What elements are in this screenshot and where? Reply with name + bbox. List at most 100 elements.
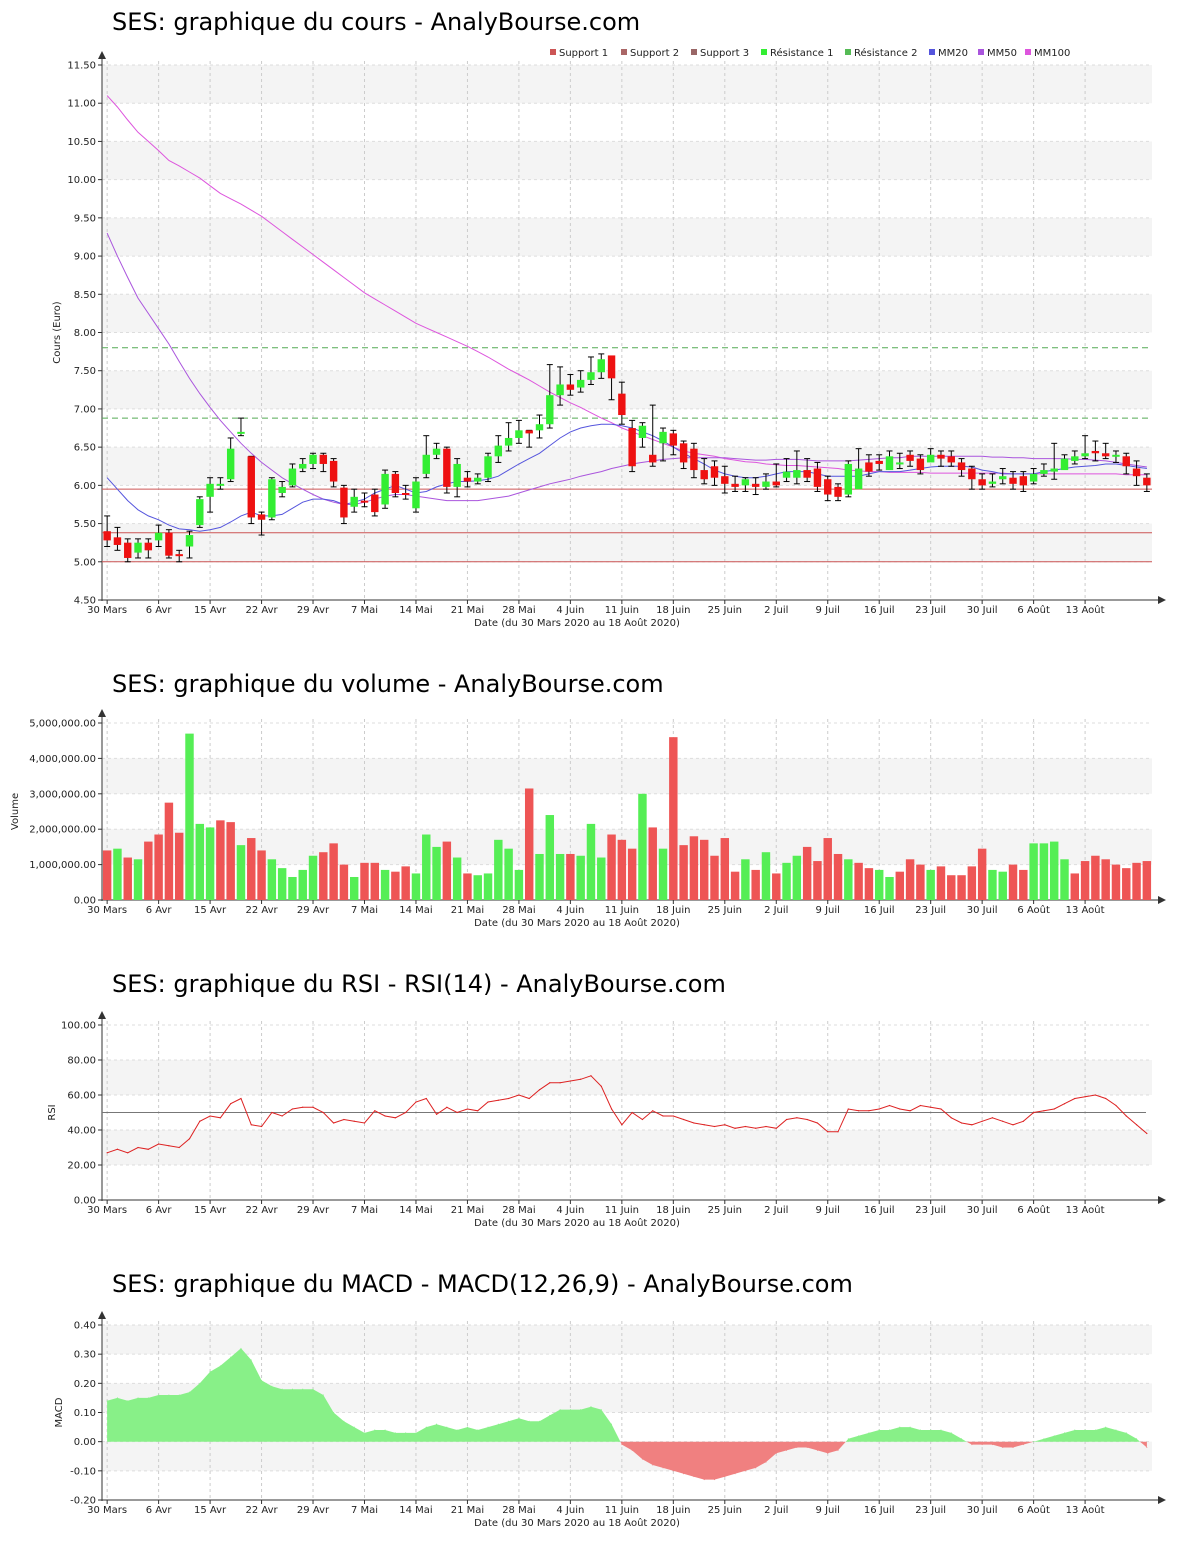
rsi-point xyxy=(652,1110,654,1112)
macd-point xyxy=(559,1409,561,1411)
macd-point xyxy=(1002,1447,1004,1448)
candle xyxy=(607,355,616,401)
x-tick-label: 23 Juil xyxy=(915,1505,946,1516)
volume-bar xyxy=(422,834,431,900)
y-tick-label: 0.20 xyxy=(74,1379,96,1390)
candle-body xyxy=(679,443,688,463)
macd-point xyxy=(487,1426,489,1428)
macd-chart-title: SES: graphique du MACD - MACD(12,26,9) -… xyxy=(112,1270,853,1298)
macd-area-positive xyxy=(1033,1427,1140,1442)
candle-body xyxy=(422,454,430,474)
volume-bar xyxy=(113,848,122,900)
candle-body xyxy=(1060,458,1069,471)
volume-bar xyxy=(864,868,874,900)
macd-point xyxy=(137,1397,139,1399)
volume-bar xyxy=(710,855,719,900)
candle-body xyxy=(844,463,853,495)
x-tick-label: 25 Juin xyxy=(708,1505,742,1516)
volume-bar xyxy=(133,859,143,900)
macd-point xyxy=(991,1444,993,1446)
y-tick-label: 100.00 xyxy=(61,1021,96,1032)
rsi-point xyxy=(755,1127,757,1129)
rsi-point xyxy=(1033,1111,1035,1114)
volume-bar xyxy=(360,862,369,900)
rsi-point xyxy=(909,1110,911,1112)
volume-bar xyxy=(524,788,534,900)
candle xyxy=(494,435,503,463)
candle xyxy=(1122,452,1130,475)
y-tick-label: 40.00 xyxy=(67,1126,96,1137)
candle-body xyxy=(865,462,873,472)
legend-swatch xyxy=(978,49,984,55)
rsi-point xyxy=(816,1122,819,1124)
volume-bar xyxy=(885,876,894,900)
legend-swatch xyxy=(1025,49,1031,55)
candle-body xyxy=(329,460,338,482)
candle xyxy=(247,455,255,525)
rsi-point xyxy=(312,1106,314,1108)
rsi-point xyxy=(405,1111,407,1114)
x-tick-label: 13 Août xyxy=(1066,904,1105,916)
candle-body xyxy=(412,481,420,509)
volume-bar xyxy=(1008,864,1018,900)
volume-bar xyxy=(247,838,256,900)
candle xyxy=(968,465,976,490)
volume-bar xyxy=(1080,861,1090,900)
x-tick-label: 23 Juil xyxy=(915,905,946,916)
candle xyxy=(278,481,286,498)
macd-point xyxy=(364,1432,365,1434)
volume-bar xyxy=(1132,862,1141,900)
x-tick-label: 21 Mai xyxy=(451,1205,484,1216)
candle-body xyxy=(916,458,925,471)
volume-bar xyxy=(288,876,297,900)
rsi-point xyxy=(713,1125,716,1128)
candle xyxy=(206,477,214,513)
candle xyxy=(875,454,883,471)
rsi-point xyxy=(847,1108,849,1110)
rsi-point xyxy=(1012,1124,1014,1126)
x-tick-label: 7 Mai xyxy=(351,605,378,616)
grid-band xyxy=(102,1325,1152,1355)
candle-body xyxy=(803,470,811,478)
candle xyxy=(381,469,389,509)
macd-point xyxy=(508,1420,510,1422)
volume-bar xyxy=(329,843,338,900)
macd-point xyxy=(611,1423,613,1425)
candle xyxy=(443,446,451,494)
volume-bar xyxy=(370,862,380,900)
volume-bar xyxy=(164,802,174,900)
candle xyxy=(638,422,647,448)
candle xyxy=(1143,473,1151,492)
y-tick-label: 4.50 xyxy=(74,596,96,607)
x-tick-label: 11 Juin xyxy=(605,605,639,616)
macd-point xyxy=(878,1429,880,1431)
y-tick-label: 3,000,000.00 xyxy=(29,789,96,800)
x-tick-label: 18 Juin xyxy=(656,1205,690,1216)
rsi-point xyxy=(147,1148,149,1150)
candle-body xyxy=(772,481,780,486)
macd-point xyxy=(755,1467,757,1469)
macd-point xyxy=(786,1449,788,1451)
volume-bar xyxy=(442,841,452,900)
rsi-point xyxy=(250,1124,252,1126)
rsi-point xyxy=(610,1108,613,1110)
macd-point xyxy=(374,1429,376,1431)
candle xyxy=(844,460,853,498)
rsi-point xyxy=(127,1152,129,1154)
macd-point xyxy=(261,1379,263,1381)
candle xyxy=(926,448,935,463)
rsi-point xyxy=(168,1145,170,1147)
candle xyxy=(587,356,595,385)
volume-bar xyxy=(988,869,997,900)
candle xyxy=(772,463,780,488)
candle xyxy=(566,374,575,396)
candle-body xyxy=(165,532,173,556)
candle xyxy=(103,515,111,547)
volume-bar xyxy=(205,827,215,900)
y-axis-arrow xyxy=(98,1011,106,1019)
rsi-point xyxy=(178,1146,180,1149)
volume-bar xyxy=(802,846,812,900)
candle-body xyxy=(453,463,461,487)
macd-point xyxy=(971,1444,973,1446)
candle xyxy=(1050,442,1058,480)
